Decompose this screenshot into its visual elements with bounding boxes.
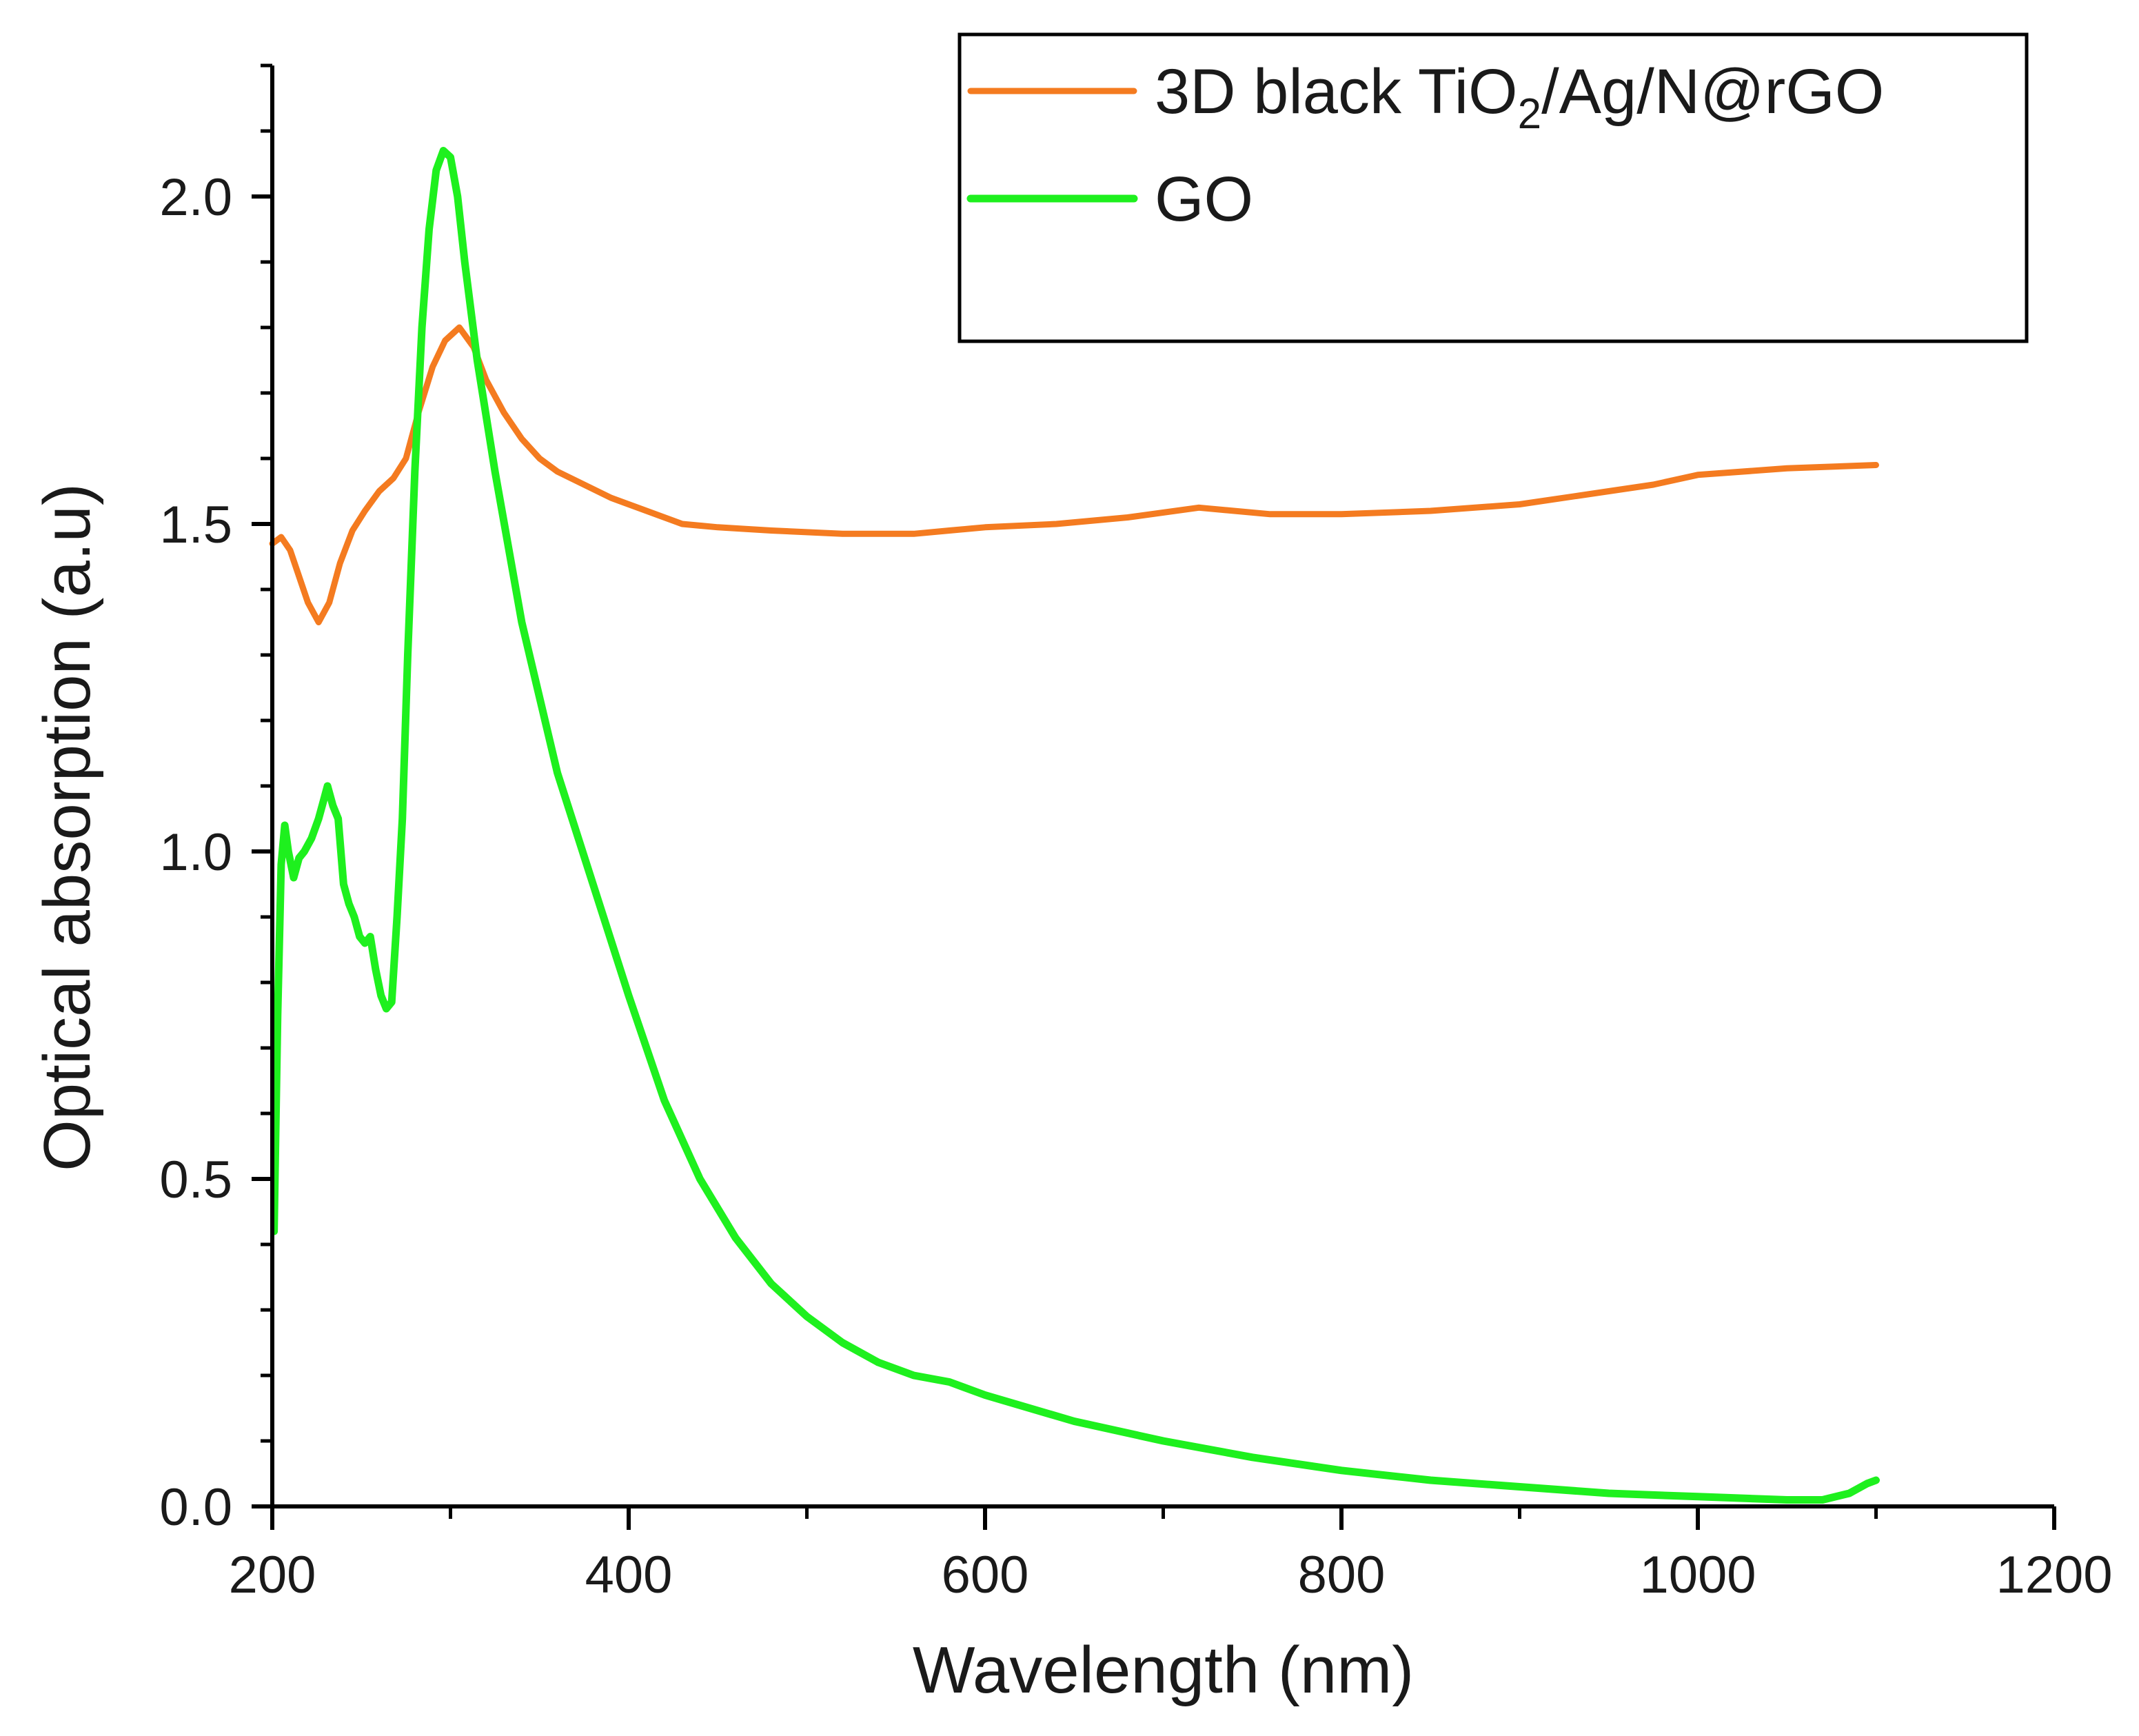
legend-label-go-main: GO xyxy=(1155,164,1253,234)
legend-label-tio2-subscript: 2 xyxy=(1518,90,1541,138)
y-tick-label: 1.5 xyxy=(159,496,232,554)
x-tick-label: 800 xyxy=(1298,1546,1386,1604)
legend-label-tio2-rest: /Ag/N@rGO xyxy=(1541,57,1884,127)
plot-area xyxy=(269,147,1880,1504)
y-axis-title: Optical absorption (a.u) xyxy=(30,483,104,1171)
y-tick-label: 0.5 xyxy=(159,1151,232,1209)
x-tick-label: 1000 xyxy=(1639,1546,1756,1604)
legend-label-tio2-main: 3D black TiO xyxy=(1155,57,1518,127)
y-tick-label: 2.0 xyxy=(159,168,232,227)
series-tio2-ag-n-rgo-line xyxy=(269,324,1879,625)
x-tick-label: 1200 xyxy=(1996,1546,2112,1604)
legend: 3D black TiO2/Ag/N@rGO GO xyxy=(957,32,2029,343)
y-tick-label: 0.0 xyxy=(159,1478,232,1537)
x-tick-label: 400 xyxy=(585,1546,673,1604)
legend-label-tio2: 3D black TiO2/Ag/N@rGO xyxy=(1155,57,1884,138)
legend-box xyxy=(957,32,2029,343)
y-tick-label: 1.0 xyxy=(159,823,232,882)
x-tick-label: 600 xyxy=(942,1546,1029,1604)
legend-label-go: GO xyxy=(1155,164,1253,234)
y-ticks: 0.0 0.5 1.0 1.5 2.0 xyxy=(159,63,272,1537)
x-axis-title: Wavelength (nm) xyxy=(913,1633,1414,1707)
series-go-line xyxy=(270,147,1880,1504)
x-ticks: 200 400 600 800 1000 1200 xyxy=(229,1506,2113,1604)
x-tick-label: 200 xyxy=(229,1546,316,1604)
